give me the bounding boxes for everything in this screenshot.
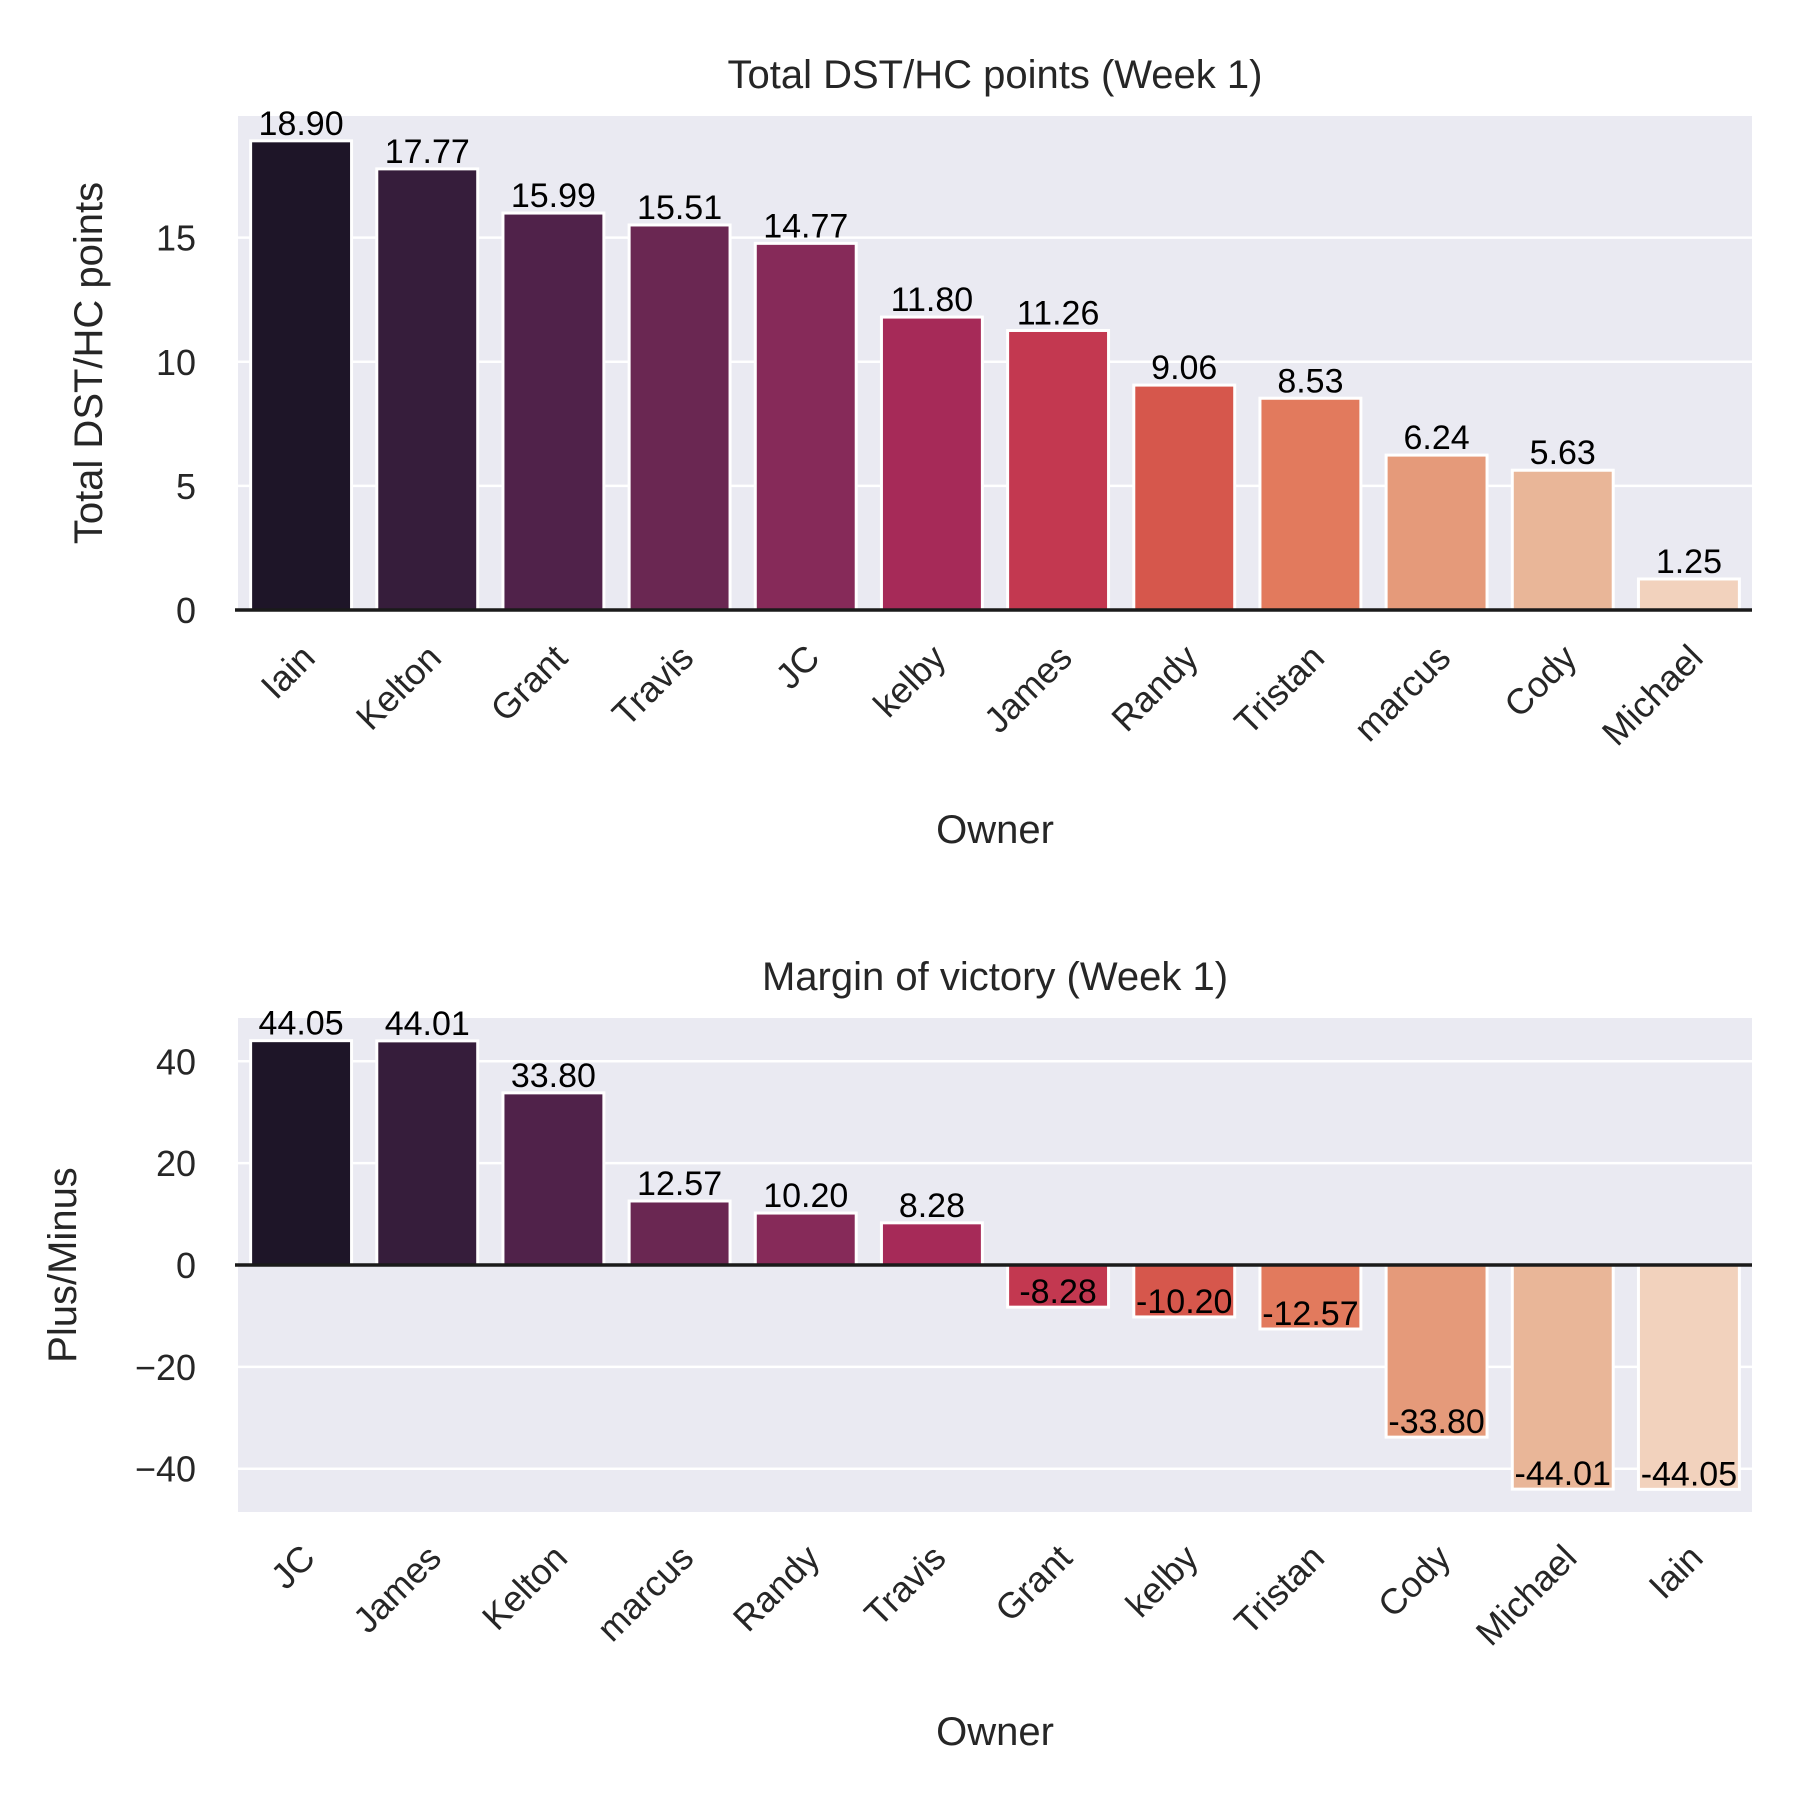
bar-value-labels: 18.90 17.77 15.99 15.51 14.77 11.80 11.26 9.06 8… — [259, 105, 1722, 581]
x-tick-label: Travis — [856, 1537, 953, 1634]
x-tick-label: Kelton — [474, 1537, 575, 1638]
bar-value-label: 15.99 — [511, 177, 596, 215]
x-tick-label: JC — [767, 637, 827, 697]
bar-value-label: -10.20 — [1136, 1283, 1232, 1321]
bar-value-label: 11.80 — [891, 281, 974, 319]
bar-value-label: 6.24 — [1403, 419, 1469, 457]
bar — [249, 139, 354, 612]
y-tick-label: −40 — [135, 1449, 196, 1490]
y-axis-label: Plus/Minus — [41, 1167, 85, 1363]
y-tick-label: 15 — [156, 218, 196, 259]
x-tick-label: James — [345, 1537, 449, 1641]
bars — [249, 139, 1741, 612]
y-tick-label: 10 — [156, 342, 196, 383]
x-tick-label: Cody — [1496, 637, 1584, 725]
bar-value-label: 44.05 — [259, 1005, 344, 1043]
bar — [879, 1221, 984, 1267]
bar-value-label: 18.90 — [259, 105, 344, 143]
bar-value-label: -12.57 — [1262, 1295, 1358, 1333]
x-tick-labels: Iain Kelton Grant Travis JC kelby James Randy Tr… — [253, 637, 1711, 754]
bar-value-label: -8.28 — [1019, 1273, 1097, 1311]
x-tick-label: Iain — [253, 637, 323, 707]
bar-value-label: 12.57 — [637, 1165, 722, 1203]
x-tick-label: Travis — [604, 637, 701, 734]
bar-value-label: 15.51 — [637, 189, 722, 227]
x-tick-label: JC — [263, 1537, 323, 1597]
y-tick-labels: −40 −20 0 20 40 — [135, 1041, 196, 1489]
bar — [1636, 577, 1741, 612]
y-tick-label: 0 — [176, 1245, 196, 1286]
bar-value-label: 17.77 — [385, 133, 470, 171]
bars — [249, 1039, 1741, 1491]
x-tick-label: Michael — [1468, 1537, 1585, 1654]
x-tick-label: Kelton — [348, 637, 449, 738]
x-tick-label: marcus — [1346, 637, 1458, 749]
bar — [1636, 1263, 1741, 1491]
x-tick-label: Grant — [987, 1537, 1080, 1630]
bar — [1006, 328, 1111, 612]
bar-value-label: 1.25 — [1656, 543, 1722, 581]
bar — [879, 315, 984, 612]
x-axis-label: Owner — [936, 1710, 1054, 1754]
x-tick-label: Iain — [1641, 1537, 1711, 1607]
y-tick-labels: 0 5 10 15 — [156, 218, 196, 631]
bar — [501, 1091, 606, 1267]
bar — [627, 1199, 732, 1267]
y-axis-label: Total DST/HC points — [67, 182, 111, 544]
x-tick-label: James — [976, 637, 1080, 741]
bar-value-label: 44.01 — [385, 1005, 470, 1043]
bar-value-label: -44.01 — [1515, 1455, 1611, 1493]
bar — [1384, 1263, 1489, 1439]
x-tick-label: Randy — [1103, 637, 1206, 740]
bar — [753, 241, 858, 612]
bar-value-label: 14.77 — [763, 207, 848, 245]
bar — [375, 167, 480, 612]
x-tick-label: Michael — [1594, 637, 1711, 754]
x-tick-label: kelby — [1117, 1537, 1205, 1625]
chart-title: Margin of victory (Week 1) — [762, 955, 1228, 999]
bar — [627, 223, 732, 612]
y-tick-label: 0 — [176, 590, 196, 631]
x-tick-label: Cody — [1370, 1537, 1458, 1625]
y-tick-label: −20 — [135, 1347, 196, 1388]
x-tick-label: Tristan — [1226, 637, 1332, 743]
bar — [1384, 453, 1489, 612]
y-tick-label: 20 — [156, 1143, 196, 1184]
bar-value-label: 8.53 — [1277, 362, 1343, 400]
bar-value-label: -33.80 — [1388, 1403, 1484, 1441]
x-tick-labels: JC James Kelton marcus Randy Travis Grant kelby… — [263, 1537, 1711, 1654]
bar-value-label: 5.63 — [1530, 434, 1596, 472]
bar — [1510, 468, 1615, 612]
bar — [501, 211, 606, 612]
chart-title: Total DST/HC points (Week 1) — [728, 53, 1263, 97]
bar-value-label: 10.20 — [763, 1177, 848, 1215]
bar — [1132, 1263, 1237, 1319]
bar — [1258, 396, 1363, 612]
x-axis-label: Owner — [936, 808, 1054, 852]
y-tick-label: 40 — [156, 1041, 196, 1082]
bar — [375, 1039, 480, 1267]
bar — [1132, 383, 1237, 612]
x-tick-label: Tristan — [1226, 1537, 1332, 1643]
bar-value-label: 9.06 — [1151, 349, 1217, 387]
bar — [1510, 1263, 1615, 1491]
x-tick-label: Randy — [725, 1537, 828, 1640]
bar-value-label: 11.26 — [1017, 294, 1100, 332]
bar-value-label: -44.05 — [1641, 1455, 1737, 1493]
x-tick-label: Grant — [482, 637, 575, 730]
bar — [753, 1211, 858, 1267]
bar — [249, 1039, 354, 1267]
bar-value-labels: 44.05 44.01 33.80 12.57 10.20 8.28 -8.28 -10.20… — [259, 1005, 1738, 1494]
bar-value-label: 33.80 — [511, 1057, 596, 1095]
x-tick-label: marcus — [589, 1537, 701, 1649]
margin-chart: 44.05 44.01 33.80 12.57 10.20 8.28 -8.28 -10.20… — [41, 955, 1752, 1754]
x-tick-label: kelby — [865, 637, 953, 725]
bar-value-label: 8.28 — [899, 1187, 965, 1225]
y-tick-label: 5 — [176, 466, 196, 507]
points-chart: 18.90 17.77 15.99 15.51 14.77 11.80 11.26 9.06 8… — [67, 53, 1752, 852]
